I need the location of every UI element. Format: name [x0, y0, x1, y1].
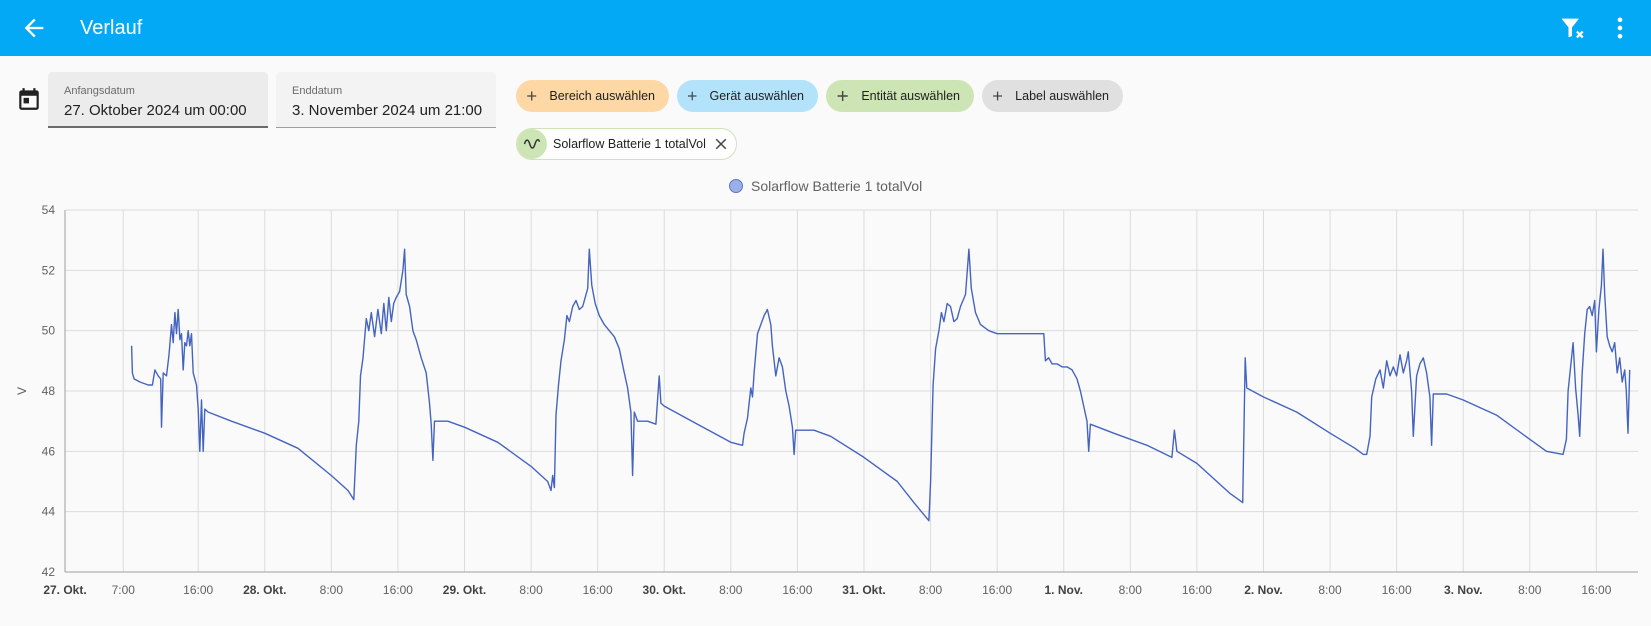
plus-icon [688, 91, 697, 101]
selected-entity-label: Solarflow Batterie 1 totalVol [553, 137, 706, 151]
x-tick-label: 30. Okt. [643, 583, 686, 597]
start-date-label: Anfangsdatum [64, 85, 135, 97]
x-tick-label: 16:00 [1581, 583, 1611, 597]
label-picker-label: Label auswählen [1015, 89, 1109, 103]
x-tick-label: 16:00 [383, 583, 413, 597]
voltage-line-chart: 42 44 46 48 50 52 54 27. Okt. 7:00 16:00 28. Okt. 8… [15, 203, 1638, 597]
end-date-label: Enddatum [292, 85, 343, 97]
y-tick-label: 44 [42, 505, 56, 519]
label-picker-button[interactable]: Label auswählen [982, 80, 1123, 112]
x-tick-label: 31. Okt. [842, 583, 885, 597]
sine-wave-icon [517, 129, 547, 159]
x-tick-label: 16:00 [583, 583, 613, 597]
x-tick-label: 16:00 [183, 583, 213, 597]
chart-legend-item[interactable]: Solarflow Batterie 1 totalVol [729, 176, 922, 196]
legend-label: Solarflow Batterie 1 totalVol [751, 178, 923, 194]
x-tick-label: 1. Nov. [1044, 583, 1082, 597]
y-tick-label: 52 [42, 263, 56, 277]
area-picker-label: Bereich auswählen [549, 89, 655, 103]
x-tick-label: 16:00 [1182, 583, 1212, 597]
start-date-field[interactable]: Anfangsdatum 27. Oktober 2024 um 00:00 [48, 72, 268, 128]
legend-dot [729, 179, 743, 193]
x-tick-label: 2. Nov. [1244, 583, 1282, 597]
page-title: Verlauf [80, 17, 143, 39]
selected-entity-chip: Solarflow Batterie 1 totalVol [516, 128, 737, 160]
x-tick-label: 8:00 [1318, 583, 1342, 597]
x-tick-label: 27. Okt. [43, 583, 86, 597]
x-tick-label: 16:00 [782, 583, 812, 597]
x-tick-label: 8:00 [919, 583, 943, 597]
plus-icon [837, 90, 848, 102]
x-tick-label: 7:00 [112, 583, 136, 597]
close-icon[interactable] [712, 135, 730, 153]
y-tick-label: 48 [42, 384, 56, 398]
top-app-bar: Verlauf [0, 0, 1651, 56]
filter-remove-icon[interactable] [1558, 14, 1586, 42]
x-tick-label: 8:00 [519, 583, 543, 597]
x-tick-label: 8:00 [320, 583, 344, 597]
x-tick-label: 8:00 [1119, 583, 1143, 597]
entity-picker-label: Entität auswählen [861, 89, 960, 103]
plus-icon [993, 91, 1003, 101]
device-picker-label: Gerät auswählen [709, 89, 804, 103]
arrow-left-icon[interactable] [20, 14, 48, 42]
y-tick-label: 54 [42, 203, 56, 217]
series-line [130, 248, 1631, 522]
y-tick-label: 42 [42, 565, 56, 579]
x-tick-label: 3. Nov. [1444, 583, 1482, 597]
x-tick-label: 8:00 [719, 583, 743, 597]
end-date-field[interactable]: Enddatum 3. November 2024 um 21:00 [276, 72, 496, 128]
plus-icon [527, 91, 537, 101]
y-tick-label: 46 [42, 444, 56, 458]
x-tick-label: 29. Okt. [443, 583, 486, 597]
dots-vertical-icon[interactable] [1606, 14, 1634, 42]
x-tick-label: 8:00 [1518, 583, 1542, 597]
x-tick-label: 16:00 [982, 583, 1012, 597]
y-axis-title: V [15, 387, 29, 395]
entity-picker-button[interactable]: Entität auswählen [826, 80, 974, 112]
end-date-value: 3. November 2024 um 21:00 [292, 102, 483, 119]
device-picker-button[interactable]: Gerät auswählen [677, 80, 818, 112]
calendar-icon [19, 88, 39, 110]
area-picker-button[interactable]: Bereich auswählen [516, 80, 669, 112]
x-tick-label: 28. Okt. [243, 583, 286, 597]
start-date-value: 27. Oktober 2024 um 00:00 [64, 102, 247, 119]
y-tick-label: 50 [42, 324, 56, 338]
x-tick-label: 16:00 [1382, 583, 1412, 597]
